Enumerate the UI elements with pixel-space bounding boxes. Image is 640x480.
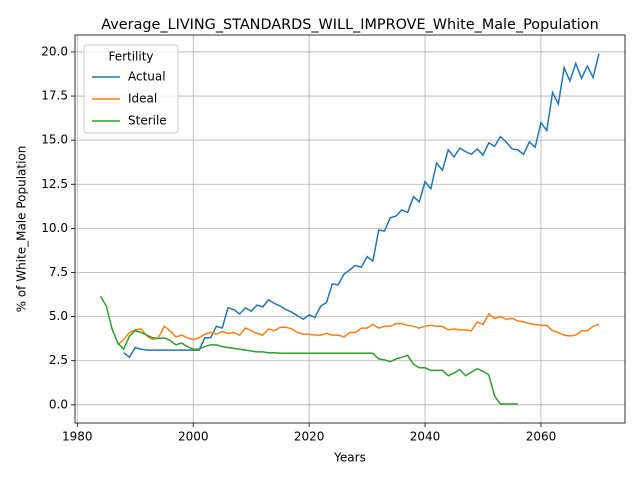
chart-title: Average_LIVING_STANDARDS_WILL_IMPROVE_Wh… xyxy=(101,17,598,33)
y-tick-label: 17.5 xyxy=(41,89,68,103)
x-tick-label: 2040 xyxy=(410,430,441,444)
y-tick-label: 2.5 xyxy=(49,353,68,367)
y-tick-label: 15.0 xyxy=(41,133,68,147)
x-tick-label: 2060 xyxy=(526,430,557,444)
plot-frame xyxy=(74,34,626,424)
legend-label: Actual xyxy=(128,70,166,84)
line-series xyxy=(99,295,518,405)
x-tick-label: 2000 xyxy=(178,430,209,444)
y-axis-label: % of White_Male Population xyxy=(15,146,29,313)
y-tick-label: 20.0 xyxy=(41,44,68,58)
y-tick-label: 0.0 xyxy=(49,397,68,411)
x-tick-label: 2020 xyxy=(294,430,325,444)
legend-title: Fertility xyxy=(108,50,153,64)
y-tick-label: 12.5 xyxy=(41,177,68,191)
x-tick-label: 1980 xyxy=(62,430,93,444)
legend-label: Ideal xyxy=(128,92,157,106)
y-tick-label: 7.5 xyxy=(49,265,68,279)
line-series xyxy=(117,312,600,346)
y-tick-label: 10.0 xyxy=(41,221,68,235)
y-tick-label: 5.0 xyxy=(49,309,68,323)
x-axis-label: Years xyxy=(333,451,366,465)
legend-box xyxy=(83,44,179,134)
legend-label: Sterile xyxy=(128,114,167,128)
line-series xyxy=(123,53,600,359)
